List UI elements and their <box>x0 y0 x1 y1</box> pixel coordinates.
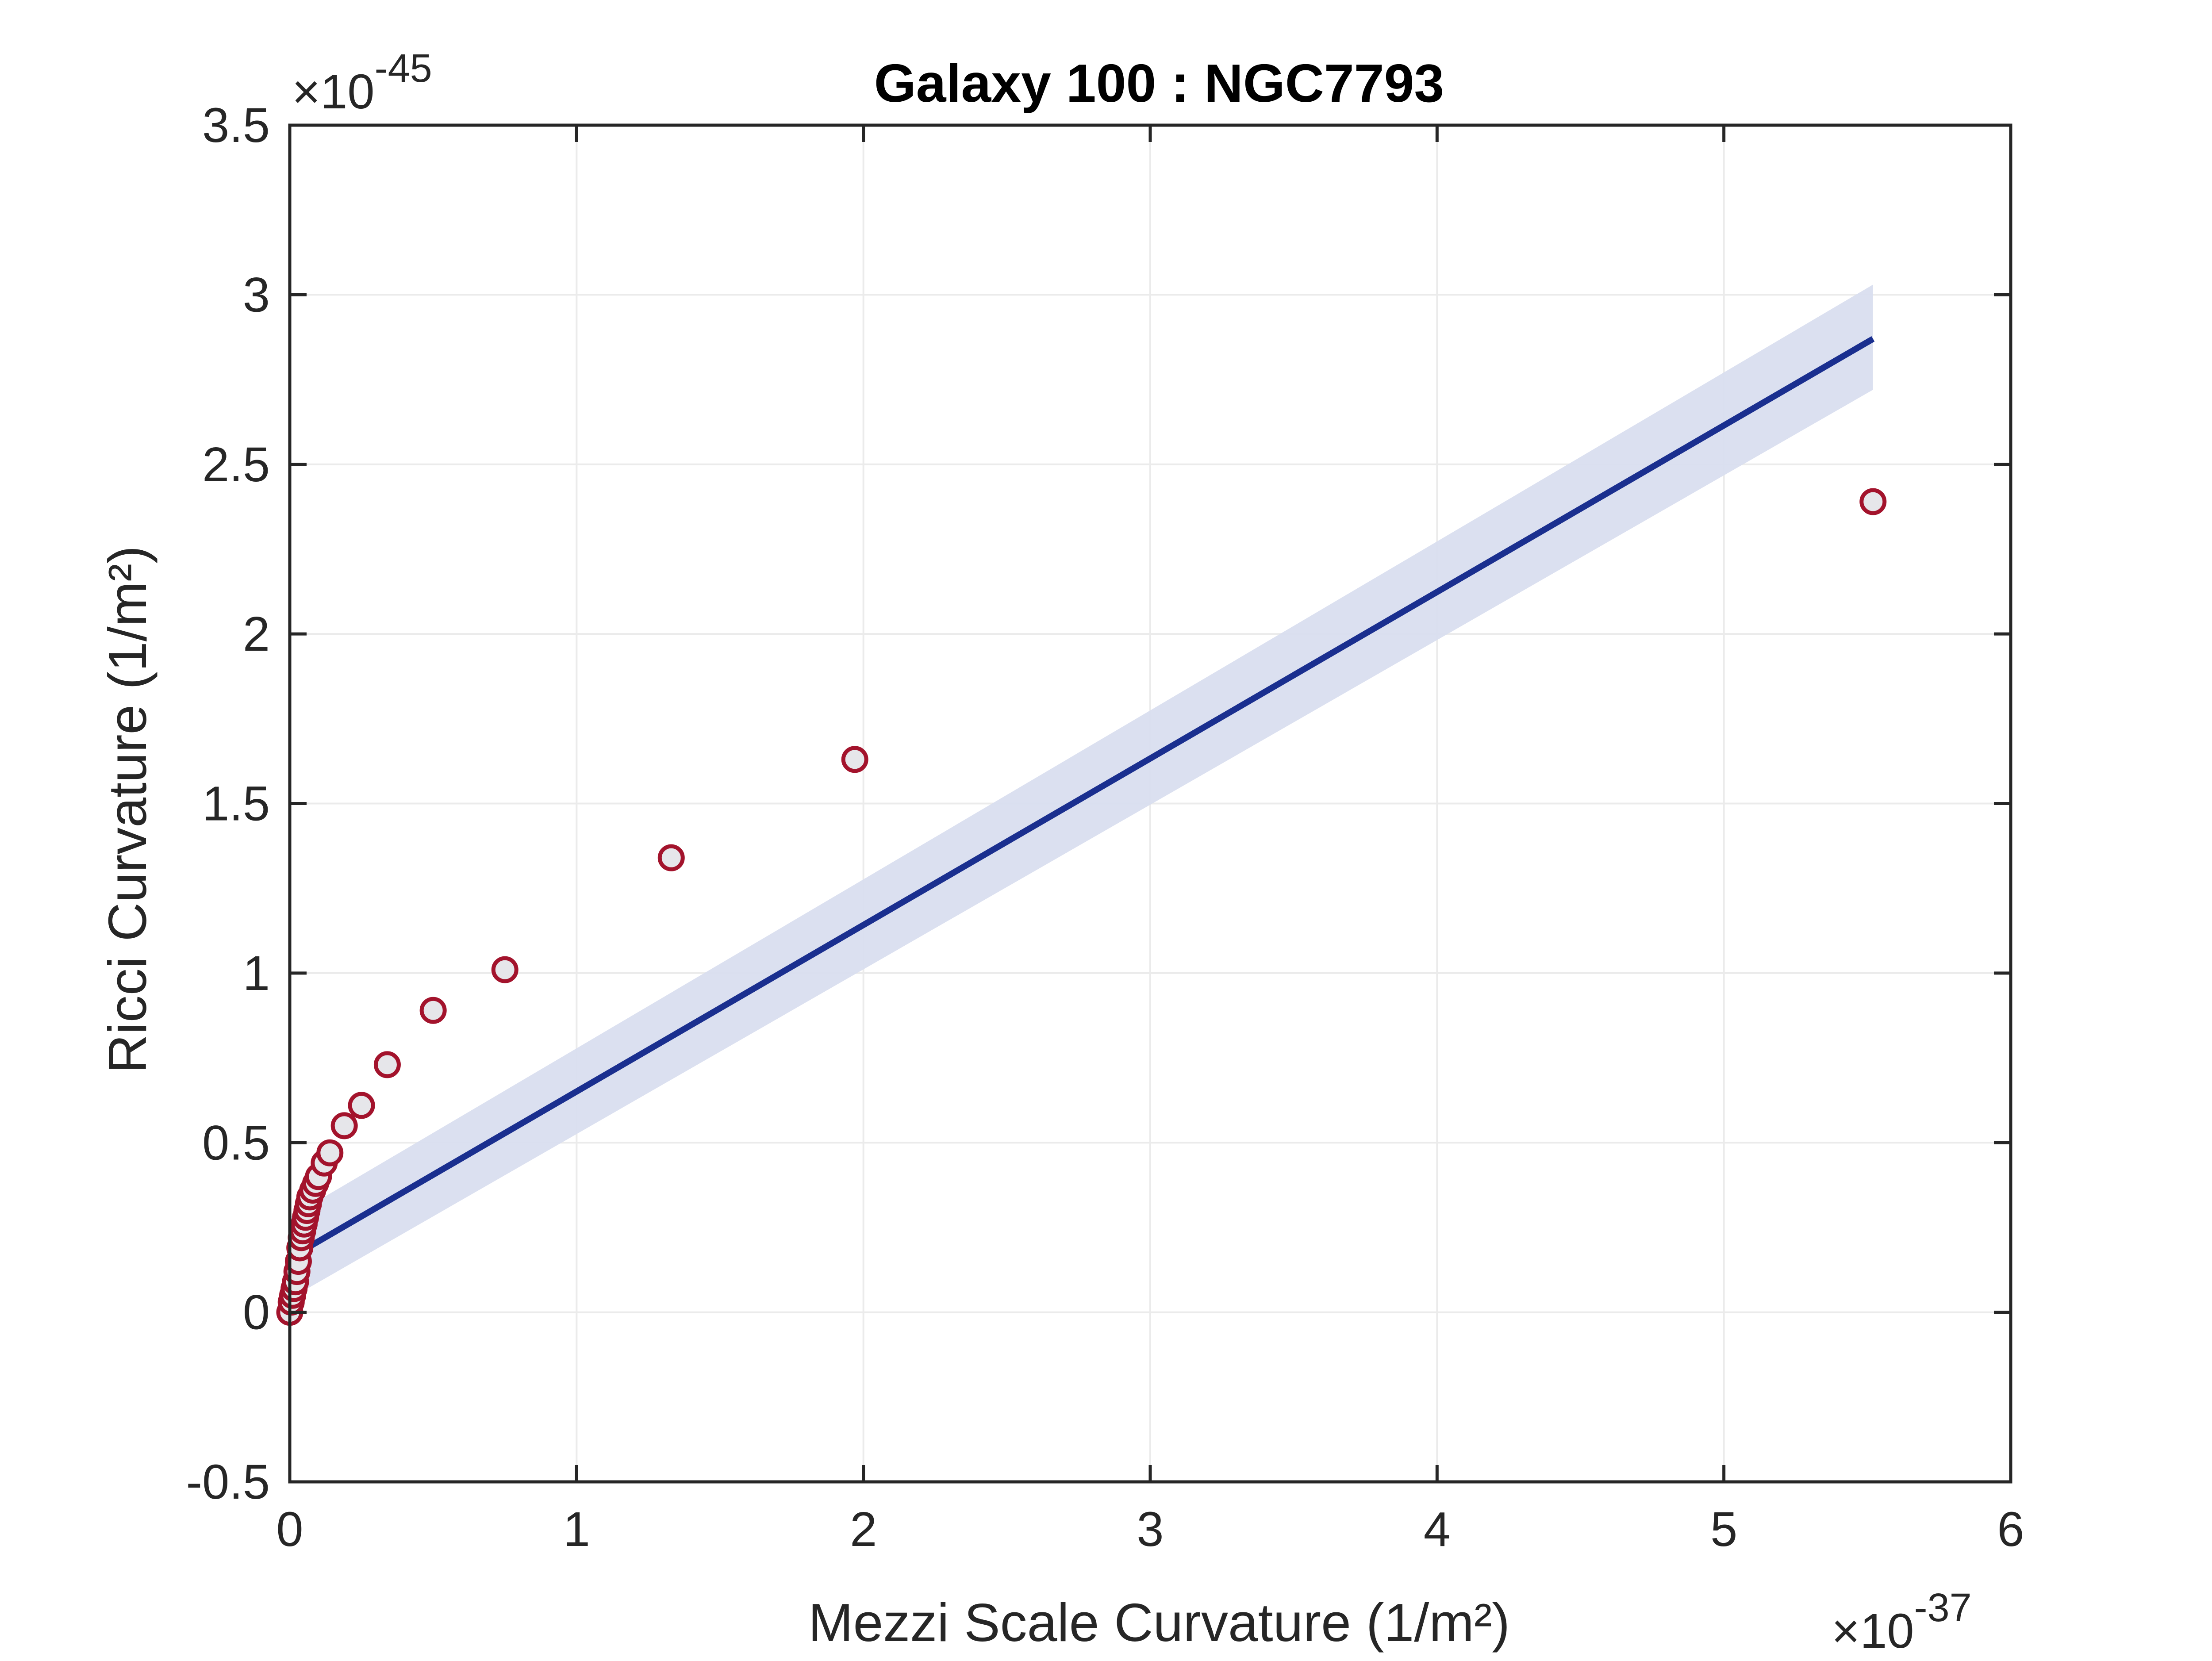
data-point <box>373 1051 401 1078</box>
data-point <box>841 746 868 773</box>
x-tick-label: 5 <box>1710 1502 1737 1557</box>
x-exponent-base: ×10 <box>1832 1604 1914 1658</box>
y-tick-label: 3 <box>243 268 270 322</box>
x-tick-label: 1 <box>563 1502 590 1557</box>
y-tick-label: 1.5 <box>202 777 270 831</box>
chart-title: Galaxy 100 : NGC7793 <box>874 53 1444 113</box>
fit-line-layer <box>288 336 1875 1261</box>
y-tick-label: -0.5 <box>186 1455 270 1509</box>
confidence-band-layer <box>290 284 1873 1299</box>
confidence-band <box>290 284 1873 1299</box>
y-tick-label: 0 <box>243 1285 270 1340</box>
data-point <box>348 1092 375 1119</box>
data-point <box>419 997 447 1024</box>
x-axis-label: Mezzi Scale Curvature (1/m²) <box>808 1592 1510 1653</box>
y-exponent-base: ×10 <box>292 65 375 119</box>
y-tick-label: 3.5 <box>202 98 270 153</box>
data-point <box>491 956 518 983</box>
x-exponent-label: ×10-37 <box>1832 1586 1972 1658</box>
y-tick-label: 2.5 <box>202 437 270 492</box>
fit-line <box>288 336 1875 1261</box>
tick-label-layer: 0 1 2 3 4 5 6-0.500.511.522.533.5 <box>186 98 2024 1557</box>
data-point <box>330 1112 358 1139</box>
x-tick-label: 4 <box>1424 1502 1451 1557</box>
y-exponent-label: ×10-45 <box>292 46 432 119</box>
x-tick-label: 3 <box>1137 1502 1164 1557</box>
y-tick-label: 0.5 <box>202 1116 270 1170</box>
x-tick-label: 2 <box>850 1502 877 1557</box>
data-point <box>1859 488 1887 515</box>
data-point <box>316 1139 344 1166</box>
y-tick-label: 1 <box>243 946 270 1001</box>
y-tick-label: 2 <box>243 607 270 661</box>
y-exponent-power: -45 <box>375 46 432 91</box>
x-exponent-power: -37 <box>1914 1586 1972 1630</box>
x-tick-label: 0 <box>276 1502 303 1557</box>
svg-text:×10-37: ×10-37 <box>1832 1586 1972 1658</box>
data-point <box>657 844 685 871</box>
svg-text:×10-45: ×10-45 <box>292 46 432 119</box>
y-axis-label: Ricci Curvature (1/m²) <box>97 545 157 1073</box>
x-tick-label: 6 <box>1997 1502 2024 1557</box>
tick-layer <box>288 123 2012 1484</box>
